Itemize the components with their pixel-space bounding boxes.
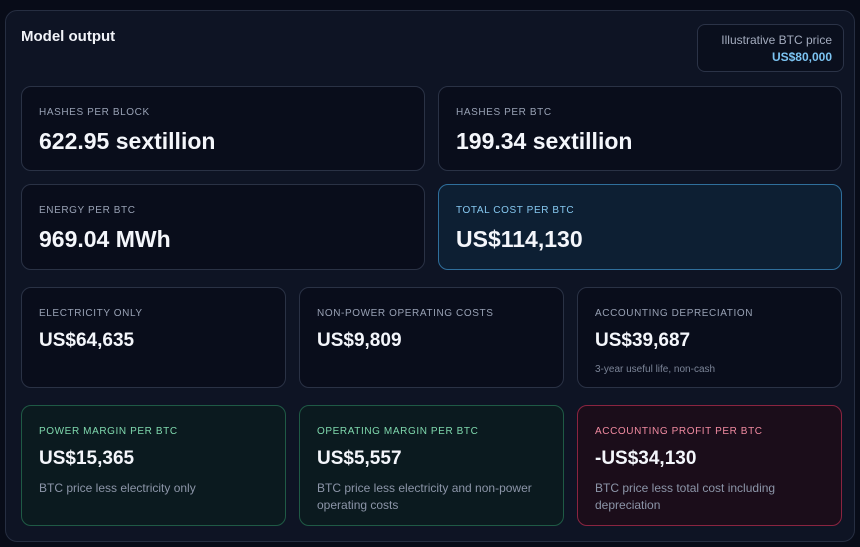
- card-label: POWER MARGIN PER BTC: [39, 426, 178, 437]
- card-energy-per-btc: ENERGY PER BTC 969.04 MWh: [21, 184, 425, 270]
- card-hashes-per-btc: HASHES PER BTC 199.34 sextillion: [438, 86, 842, 171]
- card-value: US$9,809: [317, 330, 402, 351]
- card-label: NON-POWER OPERATING COSTS: [317, 308, 494, 319]
- card-value: -US$34,130: [595, 448, 697, 469]
- card-value: US$15,365: [39, 448, 135, 469]
- card-label: ACCOUNTING DEPRECIATION: [595, 308, 754, 319]
- card-power-margin: POWER MARGIN PER BTC US$15,365 BTC price…: [21, 405, 286, 526]
- card-value: US$5,557: [317, 448, 402, 469]
- card-value: 199.34 sextillion: [456, 128, 633, 154]
- card-note: 3-year useful life, non-cash: [595, 364, 716, 375]
- card-value: US$39,687: [595, 330, 691, 351]
- card-value: US$114,130: [456, 226, 583, 252]
- card-value: US$64,635: [39, 330, 135, 351]
- card-value: 969.04 MWh: [39, 226, 171, 252]
- card-label: HASHES PER BLOCK: [39, 107, 150, 118]
- model-output-panel: Model output Illustrative BTC price US$8…: [5, 10, 855, 542]
- card-label: TOTAL COST PER BTC: [456, 205, 575, 216]
- card-label: HASHES PER BTC: [456, 107, 552, 118]
- btc-price-value: US$80,000: [771, 50, 832, 64]
- card-hashes-per-block: HASHES PER BLOCK 622.95 sextillion: [21, 86, 425, 171]
- card-note: BTC price less total cost including depr…: [595, 481, 776, 512]
- card-accounting-profit: ACCOUNTING PROFIT PER BTC -US$34,130 BTC…: [577, 405, 842, 526]
- card-label: OPERATING MARGIN PER BTC: [317, 426, 479, 437]
- card-electricity-only: ELECTRICITY ONLY US$64,635: [21, 287, 286, 388]
- card-label: ENERGY PER BTC: [39, 205, 136, 216]
- btc-price-box: Illustrative BTC price US$80,000: [697, 24, 844, 72]
- card-note: BTC price less electricity only: [39, 481, 196, 495]
- card-operating-margin: OPERATING MARGIN PER BTC US$5,557 BTC pr…: [299, 405, 564, 526]
- panel-title: Model output: [21, 28, 116, 45]
- card-non-power-operating-costs: NON-POWER OPERATING COSTS US$9,809: [299, 287, 564, 388]
- card-accounting-depreciation: ACCOUNTING DEPRECIATION US$39,687 3-year…: [577, 287, 842, 388]
- card-label: ELECTRICITY ONLY: [39, 308, 143, 319]
- btc-price-label: Illustrative BTC price: [721, 33, 832, 47]
- card-label: ACCOUNTING PROFIT PER BTC: [595, 426, 763, 437]
- card-value: 622.95 sextillion: [39, 128, 216, 154]
- card-total-cost-per-btc: TOTAL COST PER BTC US$114,130: [438, 184, 842, 270]
- card-note: BTC price less electricity and non-power…: [317, 481, 532, 512]
